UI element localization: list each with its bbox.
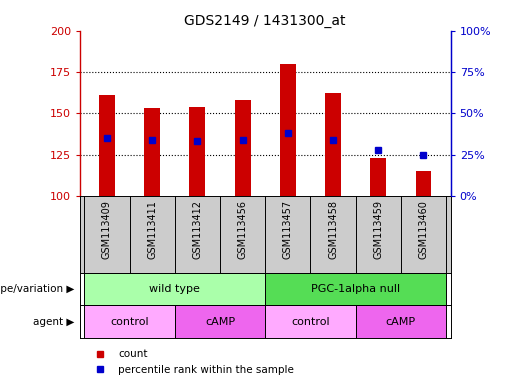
Text: control: control <box>110 316 149 327</box>
Bar <box>370 158 386 196</box>
Text: GSM113457: GSM113457 <box>283 200 293 259</box>
Bar <box>144 108 160 196</box>
Text: cAMP: cAMP <box>386 316 416 327</box>
Bar <box>265 305 356 338</box>
Bar <box>280 64 296 196</box>
Text: GSM113409: GSM113409 <box>102 200 112 258</box>
Text: GSM113458: GSM113458 <box>328 200 338 259</box>
Text: control: control <box>291 316 330 327</box>
Text: GSM113412: GSM113412 <box>193 200 202 259</box>
Text: GSM113459: GSM113459 <box>373 200 383 259</box>
Text: wild type: wild type <box>149 284 200 294</box>
Text: GSM113411: GSM113411 <box>147 200 157 258</box>
Bar <box>235 100 250 196</box>
Text: GSM113456: GSM113456 <box>237 200 248 259</box>
Text: cAMP: cAMP <box>205 316 235 327</box>
Bar <box>190 107 205 196</box>
Bar <box>84 273 265 305</box>
Bar <box>99 95 115 196</box>
Bar <box>356 305 446 338</box>
Bar <box>416 171 432 196</box>
Bar <box>175 305 265 338</box>
Text: PGC-1alpha null: PGC-1alpha null <box>311 284 400 294</box>
Title: GDS2149 / 1431300_at: GDS2149 / 1431300_at <box>184 14 346 28</box>
Text: GSM113460: GSM113460 <box>419 200 428 258</box>
Text: genotype/variation ▶: genotype/variation ▶ <box>0 284 75 294</box>
Bar <box>325 93 341 196</box>
Text: agent ▶: agent ▶ <box>33 316 75 327</box>
Bar <box>84 305 175 338</box>
Legend: count, percentile rank within the sample: count, percentile rank within the sample <box>85 345 298 379</box>
Bar <box>265 273 446 305</box>
